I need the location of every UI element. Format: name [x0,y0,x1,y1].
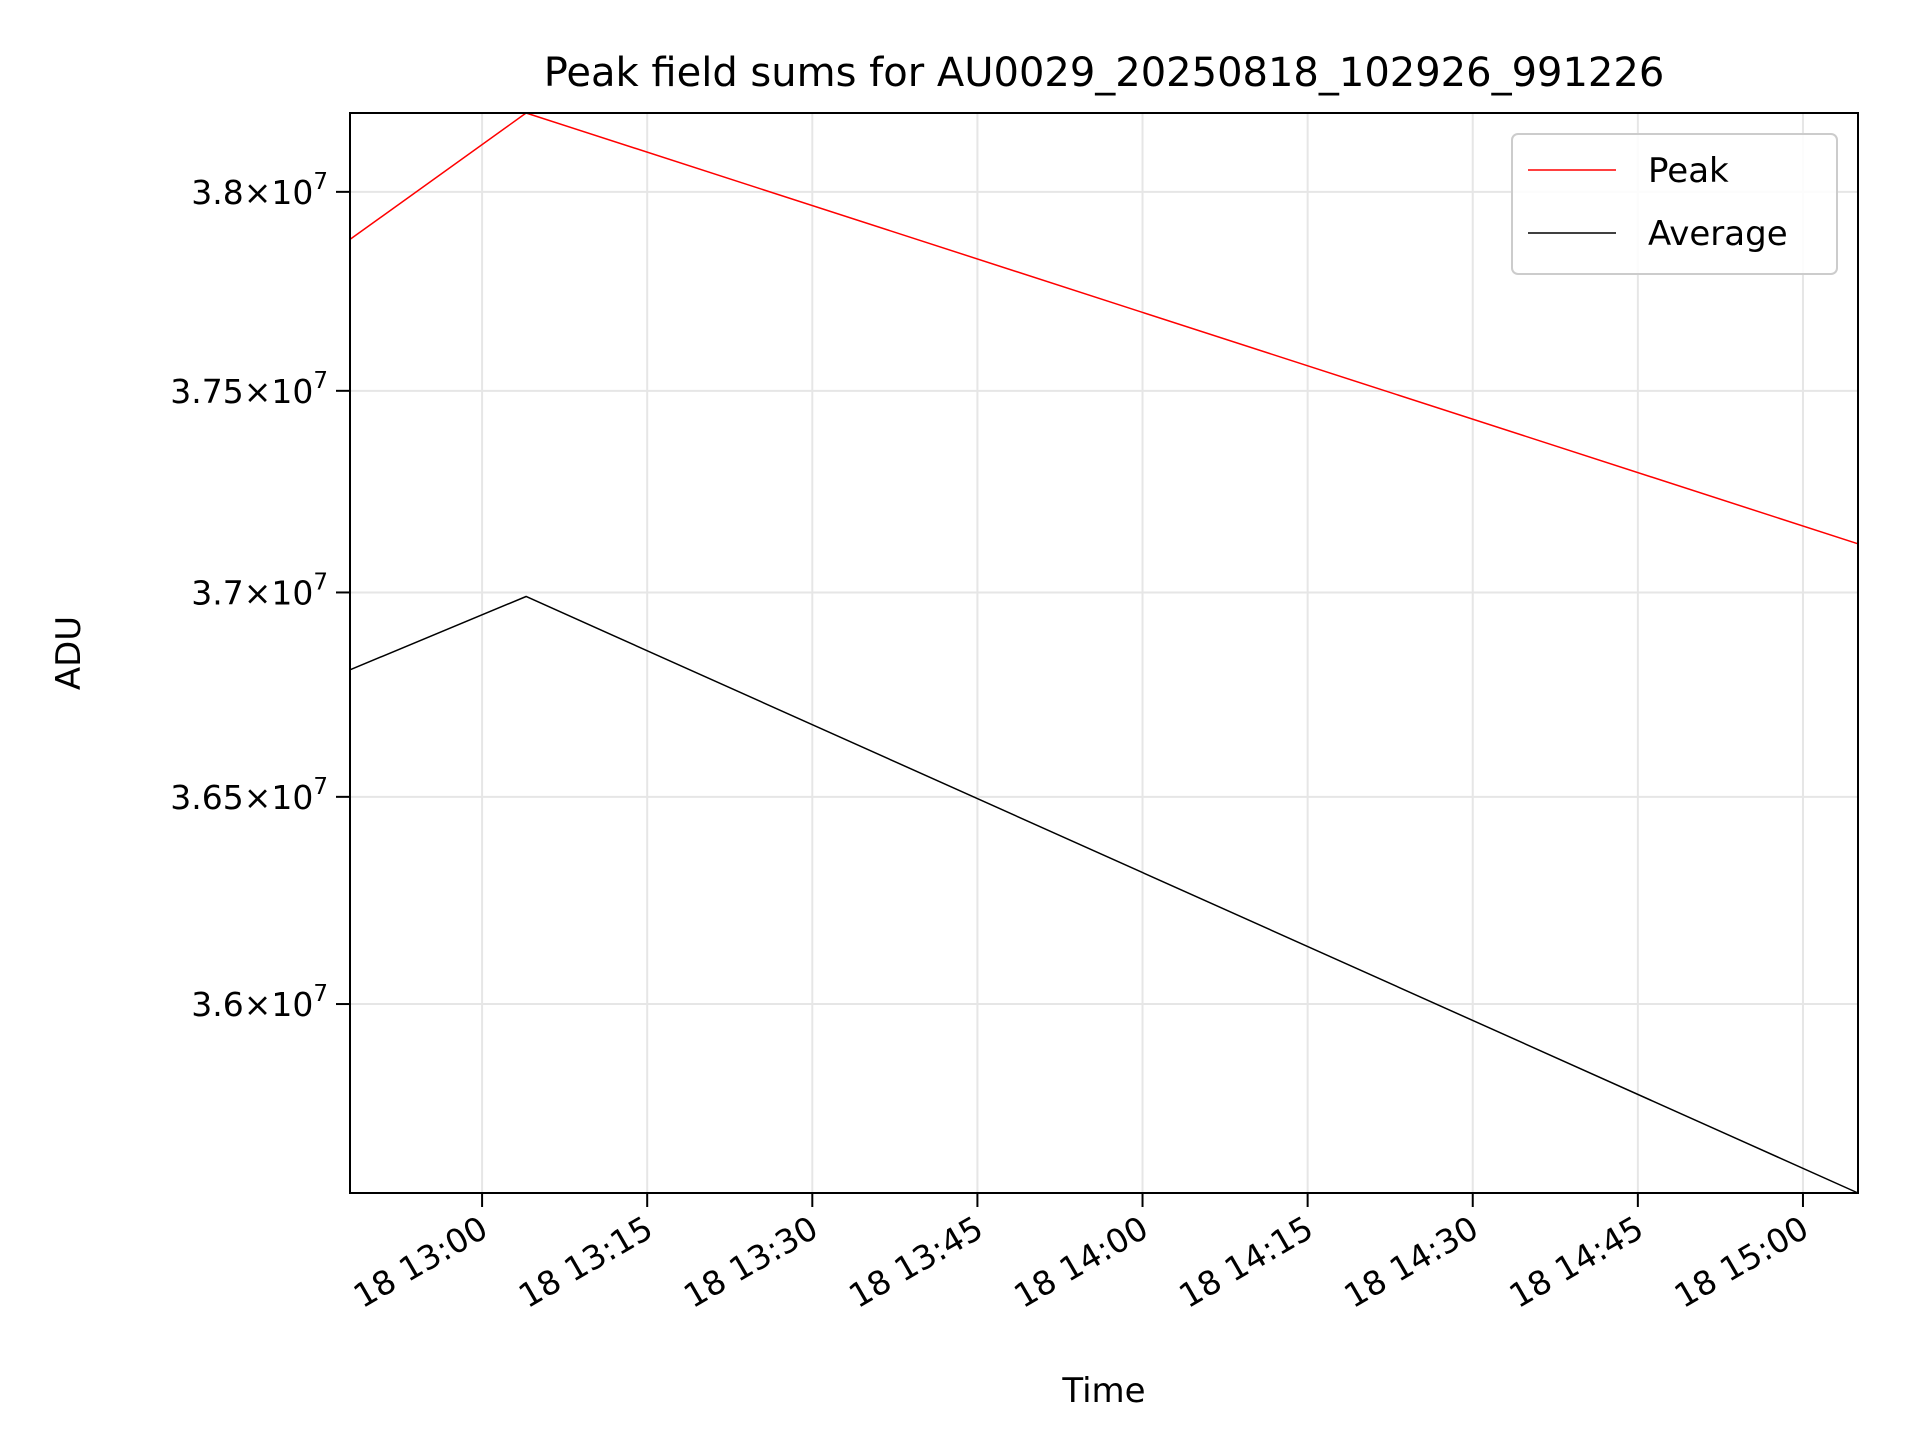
y-tick-label: 3.8×107 [191,169,328,212]
chart-title: Peak field sums for AU0029_20250818_1029… [544,50,1665,96]
y-tick-label: 3.65×107 [170,774,328,817]
x-axis-label: Time [1061,1371,1145,1411]
plot-frame [349,112,1859,1194]
y-tick-label: 3.75×107 [170,368,328,411]
y-axis-ticks: 3.6×107 3.65×107 3.7×107 3.75×107 3.8×107 [170,169,350,1024]
legend-label-peak: Peak [1648,151,1729,191]
y-axis-label: ADU [49,616,89,690]
legend: Peak Average [1511,133,1838,275]
grid [350,113,1858,1193]
y-tick-label: 3.7×107 [191,569,328,612]
legend-box [1511,133,1838,275]
series-line-average [349,595,1859,1194]
legend-label-average: Average [1648,214,1788,254]
y-tick-label: 3.6×107 [191,981,328,1024]
